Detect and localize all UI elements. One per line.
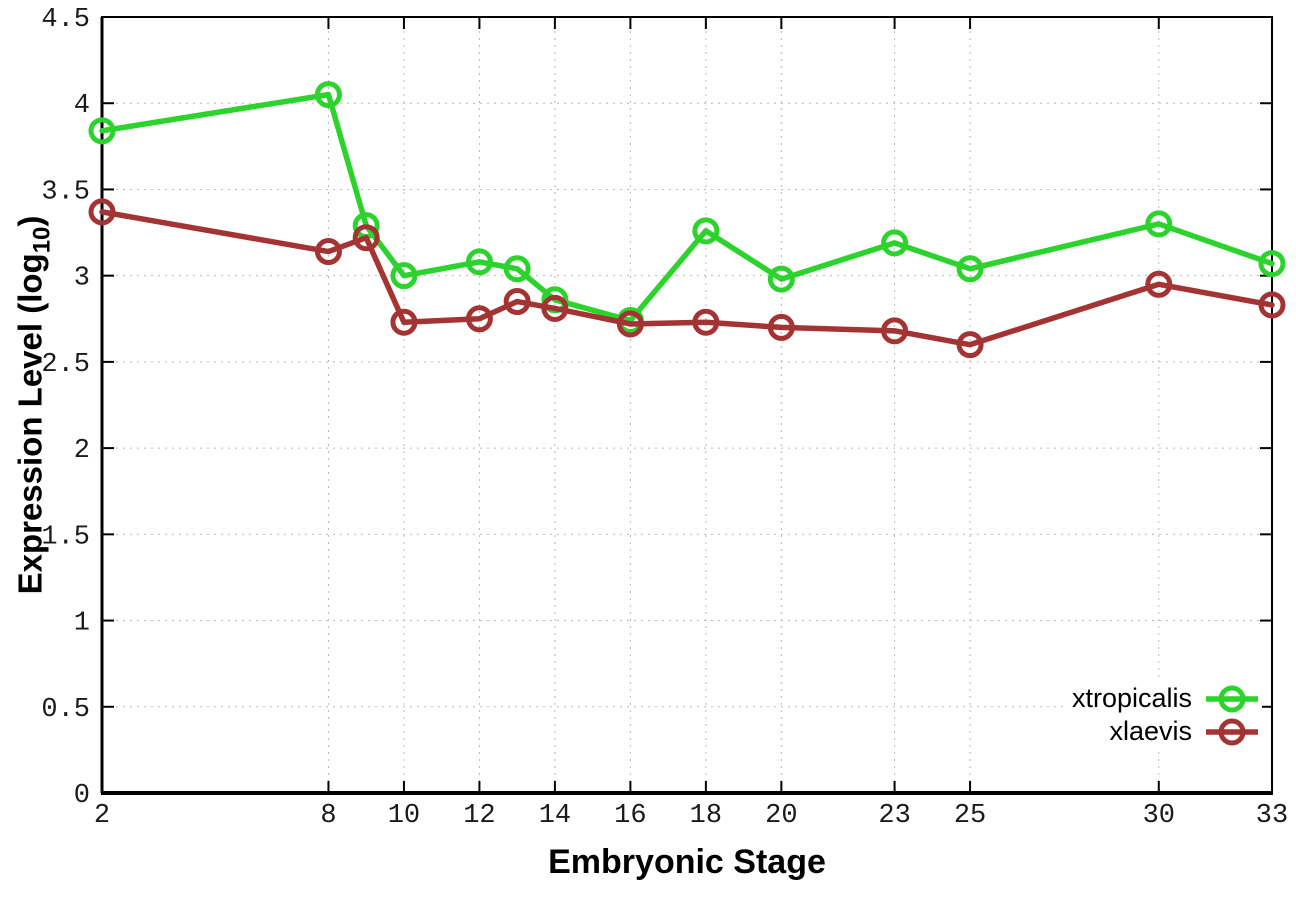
legend: xtropicalis xlaevis [1065, 681, 1262, 749]
data-point-xtropicalis [390, 262, 418, 290]
y-tick-label: 0.5 [41, 695, 90, 725]
legend-item-xlaevis: xlaevis [1072, 715, 1262, 748]
y-axis-label: Expression Level (log10) [12, 216, 57, 595]
x-tick-label: 10 [388, 801, 420, 831]
legend-marker-xtropicalis [1206, 685, 1258, 712]
x-tick-label: 2 [94, 801, 110, 831]
data-point-xtropicalis [767, 265, 795, 293]
data-point-xtropicalis [1145, 210, 1173, 238]
legend-item-xtropicalis: xtropicalis [1072, 682, 1262, 715]
legend-marker-xlaevis [1206, 718, 1258, 745]
x-tick-label: 14 [539, 801, 571, 831]
data-point-xlaevis [692, 308, 720, 336]
data-point-xlaevis [1258, 291, 1286, 319]
data-point-xtropicalis [503, 255, 531, 283]
data-point-xtropicalis [956, 255, 984, 283]
data-point-xlaevis [352, 224, 380, 252]
y-tick-label: 2 [74, 436, 90, 466]
data-point-xlaevis [541, 294, 569, 322]
y-tick-label: 3.5 [41, 177, 90, 207]
legend-label-xtropicalis: xtropicalis [1071, 683, 1192, 713]
legend-sample-circle [1218, 685, 1246, 712]
x-tick-label: 30 [1143, 801, 1175, 831]
data-point-xlaevis [881, 317, 909, 345]
y-tick-label: 4 [74, 91, 90, 121]
x-tick-label: 20 [765, 801, 797, 831]
series-line-xtropicalis [99, 91, 1275, 324]
data-point-xtropicalis [88, 117, 116, 145]
y-tick-label: 2.5 [41, 350, 90, 380]
y-axis-label-close: ) [11, 215, 49, 227]
legend-label-xlaevis: xlaevis [1109, 716, 1192, 746]
x-tick-label: 8 [320, 801, 336, 831]
data-point-xtropicalis [314, 81, 342, 109]
data-point-xlaevis [314, 238, 342, 266]
x-tick-label: 12 [463, 801, 495, 831]
data-point-xtropicalis [465, 248, 493, 276]
data-point-xlaevis [503, 288, 531, 316]
y-tick-label: 4.5 [41, 5, 90, 35]
data-point-xlaevis [465, 305, 493, 333]
y-tick-label: 3 [74, 264, 90, 294]
x-axis-label: Embryonic Stage [548, 843, 826, 881]
y-tick-label: 1 [74, 609, 90, 639]
data-point-xlaevis [956, 331, 984, 359]
series-line-xlaevis [99, 209, 1275, 348]
data-point-xlaevis [767, 313, 795, 341]
y-axis-label-subscript: 10 [28, 226, 56, 254]
data-point-xtropicalis [881, 229, 909, 257]
data-point-xlaevis [616, 310, 644, 338]
x-tick-label: 25 [954, 801, 986, 831]
y-tick-label: 1.5 [41, 522, 90, 552]
x-tick-label: 23 [878, 801, 910, 831]
y-axis-label-text: Expression Level (log [11, 253, 49, 595]
plot-border [101, 16, 1273, 794]
x-tick-label: 33 [1256, 801, 1288, 831]
legend-sample-circle [1218, 718, 1246, 745]
data-point-xtropicalis [692, 217, 720, 245]
data-point-xtropicalis [1258, 250, 1286, 278]
data-point-xlaevis [390, 308, 418, 336]
y-tick-label: 0 [74, 781, 90, 811]
x-tick-label: 18 [690, 801, 722, 831]
data-point-xlaevis [1145, 270, 1173, 298]
data-point-xlaevis [88, 198, 116, 226]
x-tick-label: 16 [614, 801, 646, 831]
